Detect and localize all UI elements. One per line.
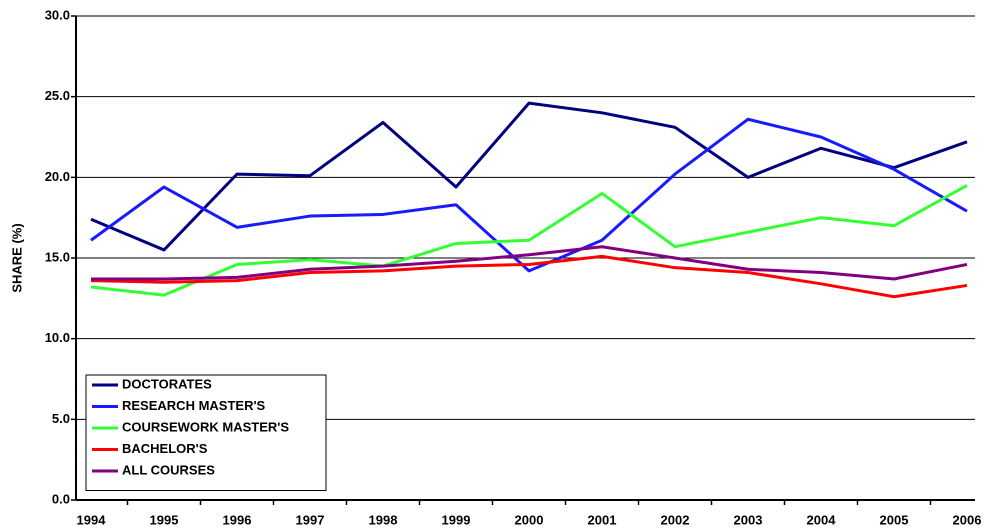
legend-box bbox=[85, 374, 327, 491]
legend-label: BACHELOR'S bbox=[122, 441, 208, 456]
x-tick-label: 1995 bbox=[150, 512, 179, 527]
x-tick-label: 2006 bbox=[953, 512, 982, 527]
y-tick-label: 5.0 bbox=[52, 411, 70, 426]
y-tick-label: 30.0 bbox=[45, 7, 70, 22]
series-line bbox=[91, 245, 968, 281]
x-tick-label: 1994 bbox=[77, 512, 107, 527]
y-tick-label: 25.0 bbox=[45, 88, 70, 103]
x-tick-label: 1997 bbox=[296, 512, 325, 527]
x-tick-label: 2004 bbox=[807, 512, 837, 527]
x-tick-label: 1998 bbox=[369, 512, 398, 527]
y-tick-label: 15.0 bbox=[45, 249, 70, 264]
legend-label: DOCTORATES bbox=[122, 376, 212, 391]
y-axis-label: SHARE (%) bbox=[9, 223, 24, 292]
x-tick-label: 2000 bbox=[515, 512, 544, 527]
legend-label: ALL COURSES bbox=[122, 462, 215, 477]
series-line bbox=[90, 254, 968, 299]
x-tick-label: 2003 bbox=[734, 512, 763, 527]
x-tick-label: 2005 bbox=[880, 512, 909, 527]
series-line bbox=[90, 117, 968, 273]
series-line bbox=[90, 101, 968, 252]
y-tick-label: 0.0 bbox=[52, 491, 70, 506]
x-tick-label: 1999 bbox=[442, 512, 471, 527]
x-tick-label: 2001 bbox=[588, 512, 617, 527]
x-tick-label: 1996 bbox=[223, 512, 252, 527]
legend-label: COURSEWORK MASTER'S bbox=[122, 419, 289, 434]
x-tick-label: 2002 bbox=[661, 512, 690, 527]
series-line bbox=[90, 184, 968, 297]
y-tick-label: 10.0 bbox=[45, 330, 70, 345]
legend-label: RESEARCH MASTER'S bbox=[122, 398, 266, 413]
y-tick-label: 20.0 bbox=[45, 169, 70, 184]
